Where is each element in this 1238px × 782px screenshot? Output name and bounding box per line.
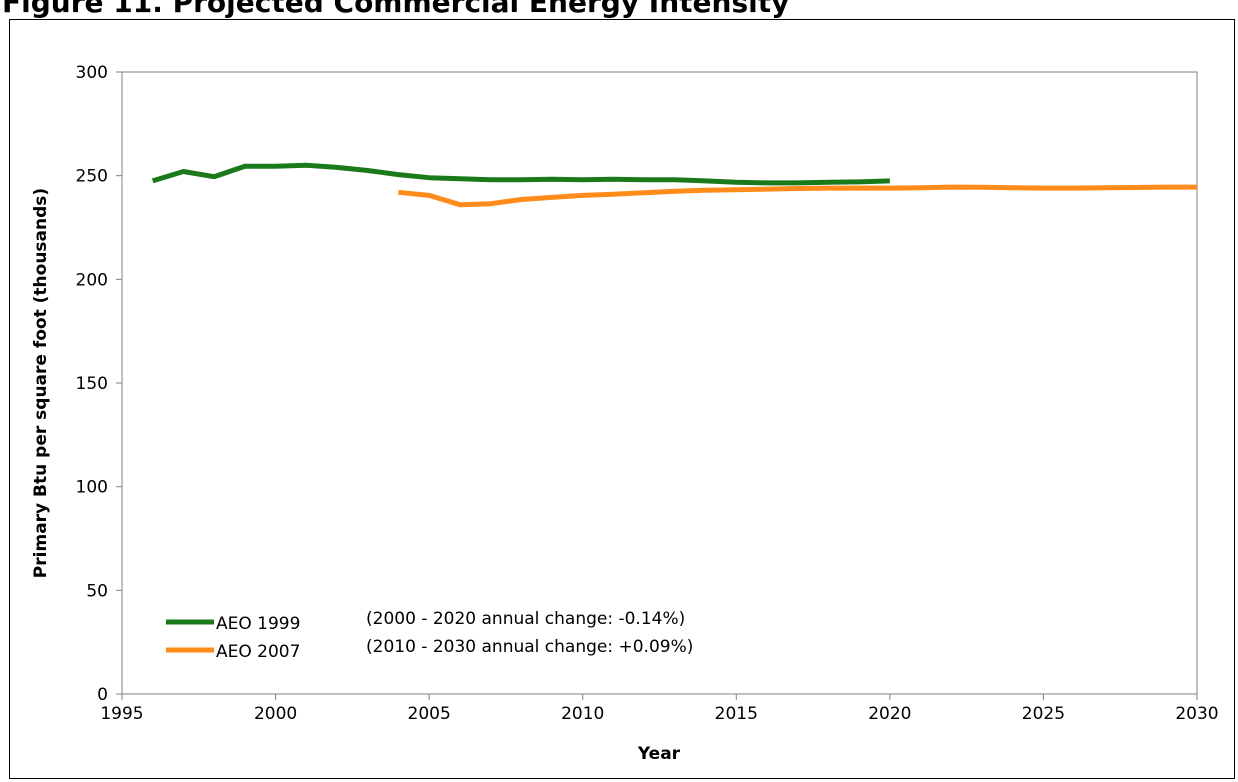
plot-area xyxy=(121,71,1198,695)
x-tick-label: 1995 xyxy=(100,704,143,724)
y-tick-label: 100 xyxy=(76,478,108,498)
x-tick-label: 2005 xyxy=(408,704,451,724)
legend: AEO 1999 (2000 - 2020 annual change: -0.1… xyxy=(166,609,693,662)
chart-title: Figure 11. Projected Commercial Energy I… xyxy=(2,0,790,19)
series-layer xyxy=(151,162,1197,208)
y-axis: 0 50 100 150 200 250 300 xyxy=(76,63,122,705)
y-tick-label: 250 xyxy=(76,167,108,187)
x-tick-label: 2020 xyxy=(868,704,911,724)
chart-title-strip: Figure 11. Projected Commercial Energy I… xyxy=(0,0,1238,19)
series-line-2 xyxy=(398,184,1197,208)
chart-frame xyxy=(9,19,1235,779)
legend-label-1: AEO 1999 xyxy=(216,614,300,634)
x-tick-label: 2000 xyxy=(254,704,297,724)
x-tick-label: 2010 xyxy=(561,704,604,724)
legend-annotation-2: (2010 - 2030 annual change: +0.09%) xyxy=(366,637,693,657)
legend-annotation-1: (2000 - 2020 annual change: -0.14%) xyxy=(366,609,685,629)
y-tick-label: 50 xyxy=(86,581,108,601)
series-line-1 xyxy=(151,162,890,186)
x-tick-label: 2025 xyxy=(1022,704,1065,724)
y-tick-label: 200 xyxy=(76,270,108,290)
y-axis-title: Primary Btu per square foot (thousands) xyxy=(31,188,51,578)
y-tick-label: 0 xyxy=(97,685,108,705)
y-tick-label: 300 xyxy=(76,63,108,83)
y-tick-label: 150 xyxy=(76,374,108,394)
legend-label-2: AEO 2007 xyxy=(216,642,300,662)
x-tick-label: 2015 xyxy=(715,704,758,724)
x-axis-title: Year xyxy=(637,744,681,764)
x-axis: 1995 2000 2005 2010 2015 2020 2025 2030 xyxy=(100,694,1219,724)
x-tick-label: 2030 xyxy=(1175,704,1218,724)
